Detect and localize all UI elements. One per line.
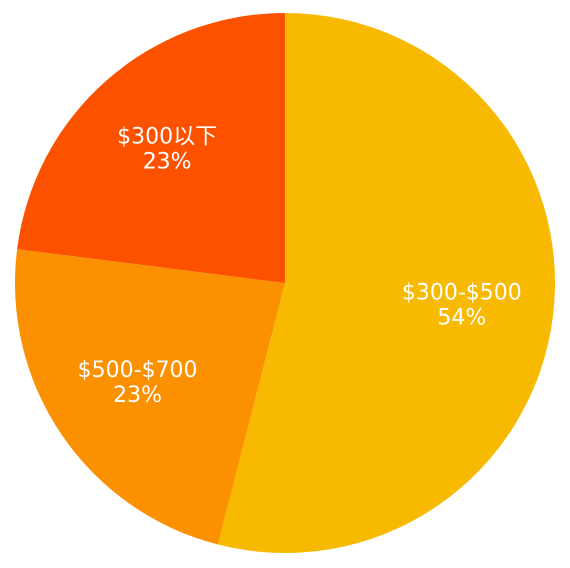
slice-label: $300-$500 [402, 280, 522, 305]
slice-label: $300以下 [117, 124, 217, 149]
slice-label: $500-$700 [78, 358, 198, 383]
pie-slice [217, 13, 555, 554]
slice-value-label: 23% [143, 149, 192, 174]
pie-slice [17, 13, 286, 283]
slice-value-label: 54% [437, 305, 486, 330]
pie-slice [14, 249, 286, 545]
slice-value-label: 23% [113, 383, 162, 408]
